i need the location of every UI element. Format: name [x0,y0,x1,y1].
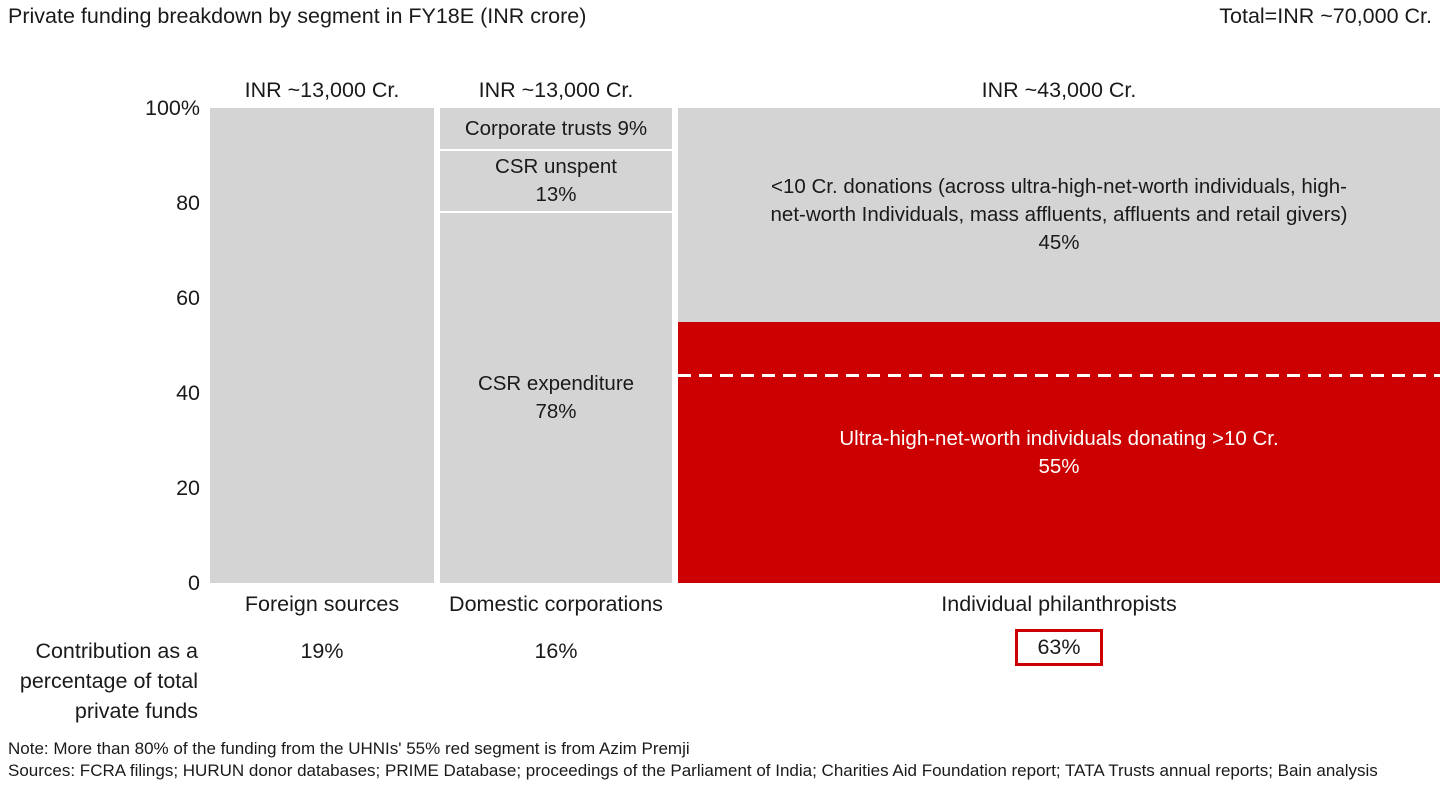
y-tick-20: 20 [176,476,200,500]
segment-corporate-trusts-value: 9% [617,116,648,140]
segment-csr-expenditure: CSR expenditure 78% [440,213,672,583]
segment-foreign-sources [210,108,434,583]
segment-csr-unspent-value: 13% [535,183,577,206]
footer-notes: Note: More than 80% of the funding from … [8,738,1434,781]
bar-domestic-corporations: Corporate trusts 9% CSR unspent 13% CSR … [440,108,672,583]
y-tick-0: 0 [188,571,200,595]
segment-csr-expenditure-label: CSR expenditure [477,372,635,395]
contribution-row-label: Contribution as a percentage of total pr… [19,639,198,723]
page-title: Private funding breakdown by segment in … [8,4,587,28]
contribution-value-foreign-sources: 19% [300,639,344,663]
note-text: Note: More than 80% of the funding from … [8,739,690,758]
total-label: Total=INR ~70,000 Cr. [1219,4,1432,28]
sources-text: Sources: FCRA filings; HURUN donor datab… [8,760,1378,780]
amount-label-foreign-sources: INR ~13,000 Cr. [244,78,400,102]
amount-label-individual-philanthropists: INR ~43,000 Cr. [981,78,1137,102]
y-tick-100: 100% [145,96,200,120]
y-tick-40: 40 [176,381,200,405]
segment-corporate-trusts-label: Corporate trusts [464,116,612,140]
contribution-value-individual-highlight-box: 63% [1015,629,1103,666]
category-label-foreign-sources: Foreign sources [244,592,400,616]
segment-csr-expenditure-value: 78% [535,400,577,423]
segment-csr-unspent-label: CSR unspent [495,155,617,178]
category-label-domestic-corporations: Domestic corporations [449,592,663,616]
segment-uhni-donations-value: 55% [1038,454,1080,478]
segment-csr-unspent: CSR unspent 13% [440,151,672,213]
amount-label-domestic-corporations: INR ~13,000 Cr. [478,78,634,102]
y-tick-80: 80 [176,191,200,215]
contribution-value-domestic-corporations: 16% [534,639,578,663]
azim-premji-threshold-dashed-line [678,374,1440,377]
segment-small-donations: <10 Cr. donations (across ultra-high-net… [678,108,1440,322]
segment-small-donations-value: 45% [1038,231,1080,254]
segment-uhni-donations: Ultra-high-net-worth individuals donatin… [678,322,1440,583]
bar-individual-philanthropists: <10 Cr. donations (across ultra-high-net… [678,108,1440,583]
plot-area: Corporate trusts 9% CSR unspent 13% CSR … [210,108,1440,583]
category-label-individual-philanthropists: Individual philanthropists [941,592,1177,616]
y-tick-60: 60 [176,286,200,310]
segment-corporate-trusts: Corporate trusts 9% [440,108,672,151]
contribution-value-individual-wrap: 63% [678,629,1440,669]
segment-small-donations-label: <10 Cr. donations (across ultra-high-net… [770,175,1348,226]
bar-foreign-sources [210,108,434,583]
segment-uhni-donations-label: Ultra-high-net-worth individuals donatin… [839,426,1279,450]
